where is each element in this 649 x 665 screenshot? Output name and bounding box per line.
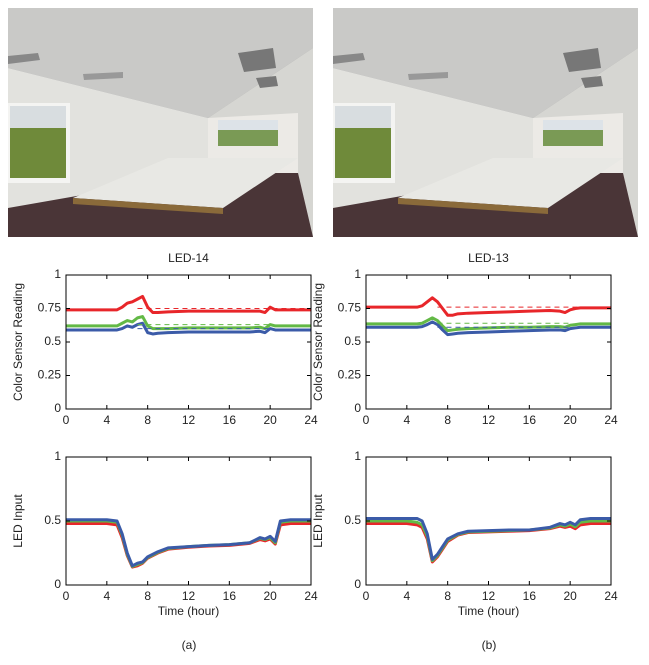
y-tick-label: 0.75 — [338, 301, 362, 315]
caption: (a) — [182, 638, 197, 652]
x-tick-label: 4 — [403, 589, 410, 603]
y-axis-label: LED Input — [311, 494, 325, 548]
data-line — [66, 317, 311, 329]
y-tick-label: 0 — [54, 401, 61, 415]
x-tick-label: 24 — [604, 413, 618, 427]
chart-title: LED-13 — [468, 251, 509, 265]
x-tick-label: 0 — [363, 413, 370, 427]
y-tick-label: 0.5 — [44, 513, 61, 527]
x-tick-label: 24 — [604, 589, 618, 603]
x-tick-label: 0 — [363, 589, 370, 603]
y-tick-label: 1 — [354, 449, 361, 463]
y-tick-label: 0.25 — [338, 368, 362, 382]
x-tick-label: 4 — [103, 413, 110, 427]
x-tick-label: 20 — [563, 413, 577, 427]
plot-frame — [66, 275, 311, 409]
x-tick-label: 4 — [103, 589, 110, 603]
x-tick-label: 16 — [523, 589, 537, 603]
x-tick-label: 12 — [482, 589, 496, 603]
chart-title: LED-14 — [168, 251, 209, 265]
x-tick-label: 12 — [482, 413, 496, 427]
data-line — [66, 296, 311, 312]
x-tick-label: 12 — [182, 589, 196, 603]
data-line — [366, 298, 611, 315]
y-axis-label: Color Sensor Reading — [11, 283, 25, 401]
y-tick-label: 0.5 — [344, 513, 361, 527]
x-tick-label: 4 — [403, 413, 410, 427]
y-tick-label: 0.25 — [38, 368, 62, 382]
y-tick-label: 0.5 — [44, 334, 61, 348]
y-tick-label: 0 — [354, 577, 361, 591]
x-tick-label: 24 — [304, 413, 318, 427]
room-rendering — [8, 8, 313, 237]
x-tick-label: 8 — [144, 589, 151, 603]
x-tick-label: 16 — [223, 413, 237, 427]
y-tick-label: 0.5 — [344, 334, 361, 348]
data-line — [66, 521, 311, 566]
x-tick-label: 8 — [444, 589, 451, 603]
x-tick-label: 16 — [523, 413, 537, 427]
caption: (b) — [482, 638, 497, 652]
y-tick-label: 1 — [354, 267, 361, 281]
x-tick-label: 8 — [144, 413, 151, 427]
y-axis-label: Color Sensor Reading — [311, 283, 325, 401]
x-tick-label: 20 — [263, 413, 277, 427]
x-tick-label: 16 — [223, 589, 237, 603]
y-tick-label: 0.75 — [38, 301, 62, 315]
x-axis-label: Time (hour) — [158, 604, 220, 618]
y-tick-label: 0 — [354, 401, 361, 415]
x-tick-label: 12 — [182, 413, 196, 427]
x-tick-label: 0 — [63, 589, 70, 603]
x-tick-label: 20 — [563, 589, 577, 603]
x-axis-label: Time (hour) — [458, 604, 520, 618]
y-tick-label: 0 — [54, 577, 61, 591]
x-tick-label: 8 — [444, 413, 451, 427]
x-tick-label: 24 — [304, 589, 318, 603]
x-tick-label: 0 — [63, 413, 70, 427]
y-tick-label: 1 — [54, 267, 61, 281]
data-line — [366, 521, 611, 561]
x-tick-label: 20 — [263, 589, 277, 603]
figure: (a) (b) 0 4 8 12 16 20 24 0 0.25 0.5 0.75 1 LED-14 Co… — [0, 0, 649, 660]
y-tick-label: 1 — [54, 449, 61, 463]
room-rendering — [333, 8, 638, 237]
y-axis-label: LED Input — [11, 494, 25, 548]
plot-frame — [366, 275, 611, 409]
